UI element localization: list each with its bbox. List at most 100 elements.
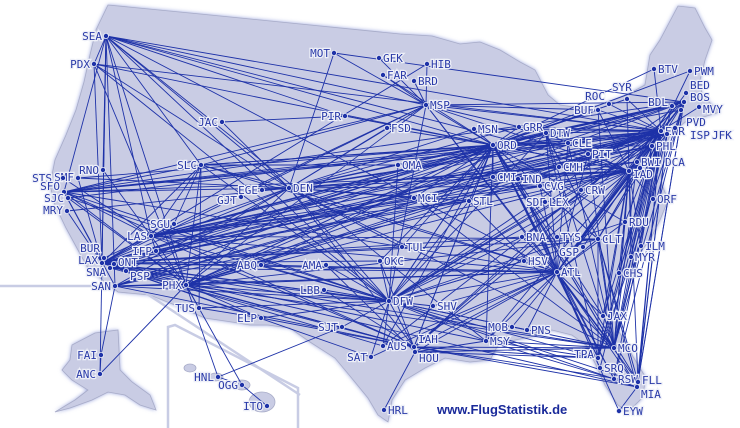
airport-btv[interactable]: BTV bbox=[651, 62, 679, 77]
airport-slc[interactable]: SLC bbox=[176, 158, 204, 173]
airport-ito[interactable]: ITO bbox=[242, 399, 270, 414]
airport-ifp[interactable]: IFP bbox=[131, 244, 159, 259]
airport-bos[interactable]: BOS bbox=[681, 90, 711, 105]
airport-rdu[interactable]: RDU bbox=[622, 215, 650, 230]
airport-buf[interactable]: BUF bbox=[573, 103, 602, 118]
airport-roc[interactable]: ROC bbox=[584, 89, 613, 108]
airport-sat[interactable]: SAT bbox=[346, 350, 374, 365]
airport-tpa[interactable]: TPA bbox=[573, 347, 602, 362]
airport-bdl[interactable]: BDL bbox=[647, 95, 676, 110]
airport-ege[interactable]: EGE bbox=[237, 183, 265, 198]
airport-mvy[interactable]: MVY bbox=[696, 102, 724, 117]
airport-shv[interactable]: SHV bbox=[429, 299, 458, 314]
airport-srq[interactable]: SRQ bbox=[597, 361, 625, 376]
airport-hnl[interactable]: HNL bbox=[193, 370, 221, 385]
airport-rno[interactable]: RNO bbox=[78, 163, 107, 178]
airport-tys[interactable]: TYS bbox=[554, 230, 582, 245]
airport-iah[interactable]: IAH bbox=[410, 332, 439, 350]
airport-gjt[interactable]: GJT bbox=[216, 193, 244, 208]
watermark-link[interactable]: www.FlugStatistik.de bbox=[437, 402, 568, 417]
airport-pit[interactable]: PIT bbox=[585, 147, 613, 162]
airport-mot[interactable]: MOT bbox=[309, 46, 337, 61]
airport-lex[interactable]: LEX bbox=[542, 195, 570, 210]
airport-hou[interactable]: HOU bbox=[411, 348, 440, 366]
airport-far[interactable]: FAR bbox=[379, 68, 408, 83]
airport-msn[interactable]: MSN bbox=[470, 122, 499, 137]
airport-myr[interactable]: MYR bbox=[628, 250, 656, 265]
airport-mia[interactable]: MIA bbox=[634, 383, 662, 402]
airport-sts[interactable]: STS bbox=[31, 171, 67, 186]
airport-mco[interactable]: MCO bbox=[611, 341, 639, 356]
airport-las[interactable]: LAS bbox=[126, 229, 154, 244]
airport-san[interactable]: SAN bbox=[90, 279, 119, 294]
airport-sna[interactable]: SNA bbox=[85, 265, 114, 280]
airport-grr[interactable]: GRR bbox=[516, 120, 544, 135]
airport-dca[interactable]: DCA bbox=[637, 155, 686, 171]
airport-den[interactable]: DEN bbox=[285, 181, 314, 196]
airport-lbb[interactable]: LBB bbox=[299, 283, 327, 298]
airport-bed[interactable]: BED bbox=[683, 78, 711, 97]
airport-lax[interactable]: LAX bbox=[77, 253, 106, 268]
airport-dtw[interactable]: DTW bbox=[543, 126, 571, 141]
airport-orf[interactable]: ORF bbox=[650, 192, 678, 207]
airport-fll[interactable]: FLL bbox=[635, 373, 663, 388]
airport-jfk[interactable]: JFK bbox=[664, 128, 733, 143]
airport-tul[interactable]: TUL bbox=[398, 240, 427, 255]
airport-crw[interactable]: CRW bbox=[578, 183, 606, 198]
airport-iad[interactable]: IAD bbox=[626, 167, 654, 182]
airport-bwi[interactable]: BWI bbox=[634, 155, 662, 170]
airport-sdf[interactable]: SDF bbox=[525, 195, 547, 211]
airport-eyw[interactable]: EYW bbox=[616, 404, 644, 419]
airport-aus[interactable]: AUS bbox=[379, 339, 408, 354]
airport-abq[interactable]: ABQ bbox=[236, 258, 264, 273]
airport-stl[interactable]: STL bbox=[465, 194, 494, 209]
airport-sjt[interactable]: SJT bbox=[317, 320, 345, 335]
airport-sgu[interactable]: SGU bbox=[149, 217, 177, 232]
airport-hsv[interactable]: HSV bbox=[521, 254, 549, 269]
airport-psp[interactable]: PSP bbox=[123, 267, 151, 284]
airport-phx[interactable]: PHX bbox=[161, 278, 189, 293]
airport-phl[interactable]: PHL bbox=[649, 139, 677, 154]
airport-hib[interactable]: HIB bbox=[423, 57, 452, 72]
airport-sea[interactable]: SEA bbox=[81, 29, 110, 44]
airport-ont[interactable]: ONT bbox=[111, 255, 139, 270]
airport-bna[interactable]: BNA bbox=[519, 230, 547, 245]
airport-pvd[interactable]: PVD bbox=[678, 107, 707, 130]
airport-ord[interactable]: ORD bbox=[489, 138, 518, 153]
airport-anc[interactable]: ANC bbox=[75, 367, 104, 382]
airport-syr[interactable]: SYR bbox=[611, 80, 633, 103]
airport-ind[interactable]: IND bbox=[515, 172, 543, 187]
airport-mob[interactable]: MOB bbox=[487, 320, 515, 335]
airport-oma[interactable]: OMA bbox=[394, 158, 423, 173]
airport-msy[interactable]: MSY bbox=[482, 334, 511, 349]
airport-fsd[interactable]: FSD bbox=[383, 121, 412, 136]
airport-cle[interactable]: CLE bbox=[565, 136, 593, 151]
airport-mci[interactable]: MCI bbox=[410, 191, 439, 206]
airport-fai[interactable]: FAI bbox=[76, 348, 105, 363]
airport-atl[interactable]: ATL bbox=[554, 265, 582, 280]
airport-ama[interactable]: AMA bbox=[301, 258, 329, 273]
airport-sfo[interactable]: SFO bbox=[39, 179, 68, 195]
airport-cmi[interactable]: CMI bbox=[489, 170, 518, 185]
airport-okc[interactable]: OKC bbox=[376, 254, 405, 269]
airport-ogg[interactable]: OGG bbox=[217, 378, 245, 393]
airport-tus[interactable]: TUS bbox=[174, 301, 202, 316]
airport-sjc[interactable]: SJC bbox=[43, 191, 72, 206]
airport-bur[interactable]: BUR bbox=[79, 241, 108, 261]
airport-ilm[interactable]: ILM bbox=[638, 239, 666, 254]
airport-cmh[interactable]: CMH bbox=[556, 160, 584, 175]
airport-dfw[interactable]: DFW bbox=[385, 294, 414, 309]
airport-pir[interactable]: PIR bbox=[320, 109, 348, 124]
airport-pns[interactable]: PNS bbox=[524, 323, 552, 338]
airport-gfk[interactable]: GFK bbox=[375, 51, 404, 66]
airport-pwm[interactable]: PWM bbox=[687, 64, 715, 79]
airport-gsp[interactable]: GSP bbox=[558, 243, 587, 260]
airport-jax[interactable]: JAX bbox=[600, 309, 628, 324]
airport-brd[interactable]: BRD bbox=[410, 74, 439, 89]
airport-hrl[interactable]: HRL bbox=[380, 403, 409, 418]
airport-pdx[interactable]: PDX bbox=[69, 57, 98, 72]
airport-chs[interactable]: CHS bbox=[616, 266, 644, 281]
airport-jac[interactable]: JAC bbox=[197, 115, 225, 130]
airport-mry[interactable]: MRY bbox=[42, 203, 71, 218]
airport-cvg[interactable]: CVG bbox=[537, 179, 565, 194]
